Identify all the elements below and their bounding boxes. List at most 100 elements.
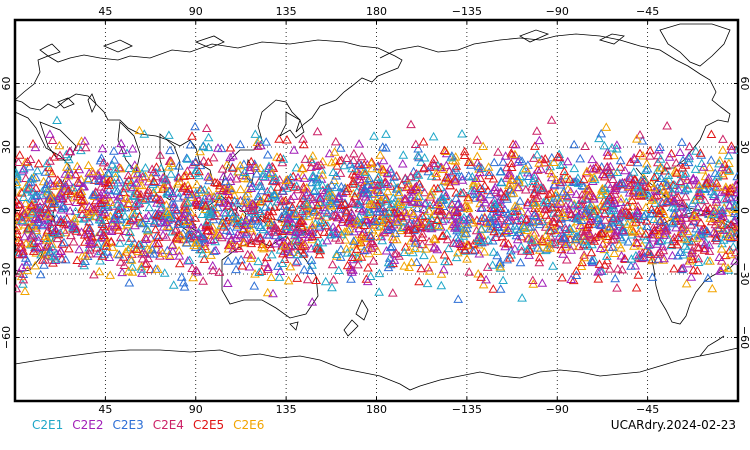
longitude-label: 90 xyxy=(189,403,203,416)
occultation-marker xyxy=(549,157,559,166)
occultation-marker xyxy=(98,209,108,219)
occultation-marker xyxy=(39,219,50,228)
occultation-marker xyxy=(565,224,576,233)
occultation-marker xyxy=(500,241,511,251)
occultation-marker xyxy=(476,224,487,233)
occultation-marker xyxy=(232,222,242,231)
occultation-marker xyxy=(197,248,208,258)
occultation-marker xyxy=(336,244,346,254)
occultation-marker xyxy=(203,171,213,181)
occultation-marker xyxy=(312,126,323,136)
occultation-marker xyxy=(306,255,317,264)
occultation-marker xyxy=(690,164,701,173)
occultation-marker xyxy=(462,254,472,263)
occultation-marker xyxy=(74,178,85,187)
occultation-marker xyxy=(96,232,107,242)
occultation-marker xyxy=(628,227,638,236)
occultation-marker xyxy=(490,216,501,226)
occultation-marker xyxy=(425,192,436,201)
occultation-marker xyxy=(140,259,151,268)
occultation-marker xyxy=(29,238,39,247)
occultation-marker xyxy=(200,244,211,253)
occultation-marker xyxy=(584,190,595,200)
occultation-marker xyxy=(669,196,680,206)
occultation-marker xyxy=(387,231,398,241)
occultation-marker xyxy=(432,215,443,224)
occultation-marker xyxy=(301,201,312,211)
occultation-marker xyxy=(365,271,376,280)
occultation-marker xyxy=(67,220,77,229)
occultation-marker xyxy=(667,218,678,228)
occultation-marker xyxy=(261,213,272,223)
occultation-marker xyxy=(698,162,709,171)
occultation-marker xyxy=(334,235,345,244)
occultation-marker xyxy=(263,262,273,271)
occultation-marker xyxy=(232,214,243,224)
occultation-marker xyxy=(506,245,516,255)
occultation-marker xyxy=(678,249,689,259)
occultation-marker xyxy=(15,157,24,166)
occultation-marker xyxy=(519,223,530,232)
occultation-marker xyxy=(694,180,704,190)
occultation-marker xyxy=(208,152,219,162)
occultation-marker xyxy=(168,280,179,289)
occultation-marker xyxy=(717,208,728,217)
occultation-marker xyxy=(125,227,135,237)
axis-ticks xyxy=(15,20,738,401)
occultation-marker xyxy=(135,240,146,249)
occultation-marker xyxy=(106,226,117,235)
occultation-marker xyxy=(450,152,461,161)
occultation-marker xyxy=(118,187,129,196)
occultation-marker xyxy=(356,233,367,242)
occultation-marker xyxy=(705,256,715,265)
occultation-marker xyxy=(22,256,33,266)
occultation-marker xyxy=(534,257,545,267)
occultation-marker xyxy=(51,225,61,234)
occultation-marker xyxy=(677,137,687,146)
occultation-marker xyxy=(184,229,195,239)
occultation-marker xyxy=(137,172,148,181)
occultation-marker xyxy=(35,201,45,211)
occultation-marker xyxy=(410,243,421,252)
occultation-marker xyxy=(68,236,79,246)
occultation-marker xyxy=(671,222,681,232)
occultation-marker xyxy=(21,238,31,248)
occultation-marker xyxy=(15,229,23,238)
occultation-marker xyxy=(348,176,359,186)
occultation-marker xyxy=(450,176,461,186)
occultation-marker xyxy=(425,221,436,231)
occultation-marker xyxy=(113,205,124,214)
occultation-marker xyxy=(417,228,428,238)
occultation-marker xyxy=(525,246,535,255)
occultation-marker xyxy=(684,141,695,151)
occultation-marker xyxy=(98,157,109,167)
occultation-marker xyxy=(279,201,290,210)
occultation-marker xyxy=(653,254,664,264)
occultation-marker xyxy=(316,215,326,225)
occultation-marker xyxy=(455,187,466,197)
occultation-marker xyxy=(657,198,668,207)
occultation-marker xyxy=(15,268,25,277)
occultation-marker xyxy=(396,211,406,220)
occultation-marker xyxy=(88,190,98,199)
occultation-marker xyxy=(227,211,238,221)
occultation-marker xyxy=(449,174,460,183)
occultation-marker xyxy=(179,181,190,191)
occultation-marker xyxy=(15,177,22,186)
occultation-marker xyxy=(348,179,358,188)
occultation-marker xyxy=(413,150,423,160)
occultation-marker xyxy=(191,265,201,274)
longitude-label: −45 xyxy=(636,403,659,416)
occultation-marker xyxy=(571,270,582,279)
occultation-marker xyxy=(629,154,640,163)
occultation-marker xyxy=(140,213,151,222)
occultation-marker xyxy=(463,194,474,204)
occultation-marker xyxy=(208,265,218,275)
occultation-marker xyxy=(150,224,161,234)
occultation-marker xyxy=(223,256,233,265)
longitude-label: 135 xyxy=(276,5,297,18)
occultation-marker xyxy=(305,225,315,234)
occultation-marker xyxy=(159,268,170,277)
occultation-marker xyxy=(235,139,246,149)
occultation-marker xyxy=(354,174,365,184)
